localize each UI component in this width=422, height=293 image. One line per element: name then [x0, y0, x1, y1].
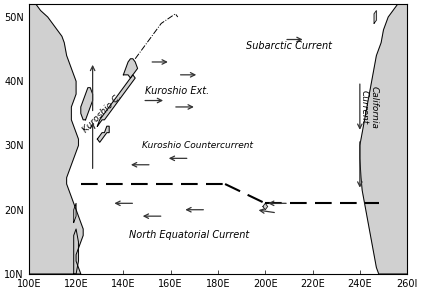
Polygon shape [29, 4, 83, 274]
Polygon shape [123, 59, 138, 78]
Polygon shape [263, 203, 268, 210]
Polygon shape [97, 75, 135, 126]
Polygon shape [74, 203, 76, 223]
Text: Subarctic Current: Subarctic Current [246, 41, 333, 51]
Polygon shape [97, 126, 109, 142]
Text: North Equatorial Current: North Equatorial Current [130, 230, 250, 241]
Polygon shape [81, 88, 92, 120]
Text: Kuroshio C.: Kuroshio C. [81, 92, 123, 134]
Polygon shape [360, 4, 407, 274]
Text: Kuroshio Countercurrent: Kuroshio Countercurrent [142, 141, 253, 150]
Polygon shape [74, 229, 78, 274]
Text: Kuroshio Ext.: Kuroshio Ext. [145, 86, 209, 96]
Polygon shape [374, 11, 376, 23]
Text: California
Current: California Current [360, 86, 379, 128]
